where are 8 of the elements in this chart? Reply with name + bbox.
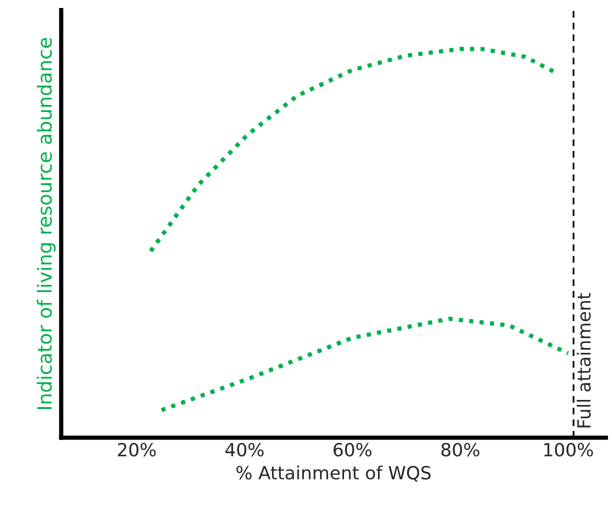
x-tick-label: 100%	[544, 442, 593, 457]
x-tick-label: 20%	[118, 442, 156, 457]
x-axis-title: % Attainment of WQS	[236, 466, 431, 482]
x-tick-label: 60%	[334, 442, 372, 457]
ref-line-label: Full attainment	[576, 292, 591, 428]
x-tick-label: 80%	[441, 442, 480, 457]
x-tick-label: 40%	[225, 442, 264, 457]
y-axis-title: Indicator of living resource abundance	[36, 38, 56, 409]
